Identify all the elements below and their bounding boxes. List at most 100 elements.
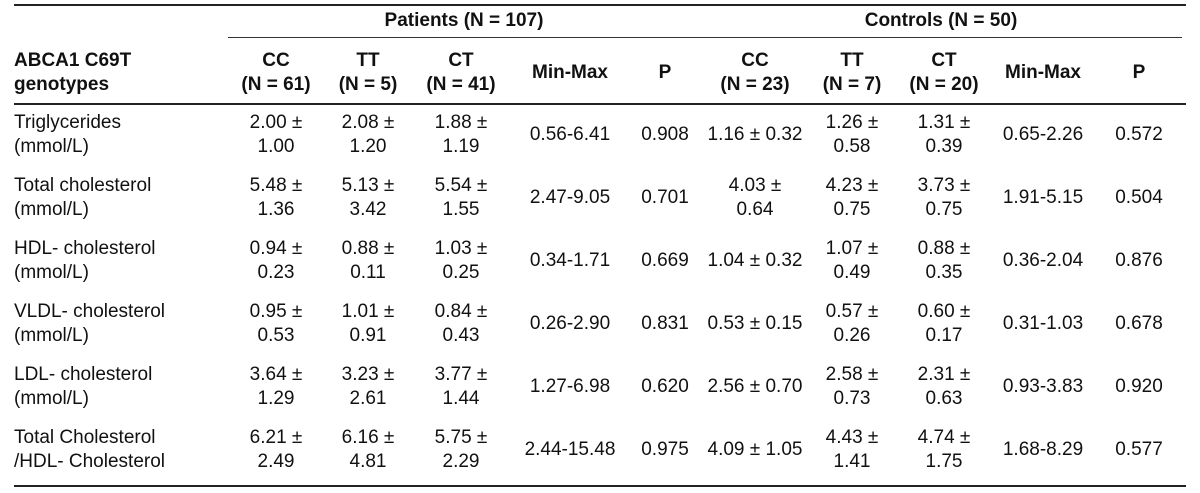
- column-header-controls-ct: CT (N = 20): [894, 42, 994, 103]
- table-row: Total cholesterol (mmol/L) 5.48 ±1.36 5.13 …: [14, 166, 1186, 229]
- cell-line: 0.620: [641, 375, 689, 397]
- row-label: Total cholesterol (mmol/L): [14, 166, 228, 229]
- cell-line: 1.91-5.15: [1002, 186, 1084, 208]
- cell-line: 0.53 ± 0.15: [707, 312, 803, 334]
- cell-line: 0.577: [1115, 438, 1163, 460]
- cell-line: 1.36: [257, 198, 295, 220]
- cell-line: 0.43: [442, 324, 480, 346]
- cell-line: 1.29: [257, 387, 295, 409]
- row-label-line: Total Cholesterol: [14, 426, 156, 448]
- table-cell: 1.27-6.98: [510, 355, 630, 418]
- row-label: VLDL- cholesterol (mmol/L): [14, 292, 228, 355]
- cell-line: 0.701: [641, 186, 689, 208]
- table-cell: 6.21 ±2.49: [228, 418, 324, 481]
- cell-line: 4.23 ±: [825, 174, 879, 196]
- header-rule: [14, 103, 1186, 105]
- column-header-patients-ct: CT (N = 41): [412, 42, 510, 103]
- table-cell: 5.13 ±3.42: [324, 166, 412, 229]
- table-cell: 0.31-1.03: [994, 292, 1092, 355]
- cell-line: 2.58 ±: [825, 363, 879, 385]
- cell-line: 0.95 ±: [249, 300, 303, 322]
- table-cell: 0.34-1.71: [510, 229, 630, 292]
- column-header-patients-cc: CC (N = 61): [228, 42, 324, 103]
- cell-line: 0.53: [257, 324, 295, 346]
- cell-line: 5.13 ±: [341, 174, 395, 196]
- row-label-line: /HDL- Cholesterol: [14, 450, 165, 472]
- table-cell: 1.16 ± 0.32: [700, 103, 810, 166]
- table-cell: 1.04 ± 0.32: [700, 229, 810, 292]
- table-cell: 4.09 ± 1.05: [700, 418, 810, 481]
- header-line: CC: [741, 49, 769, 71]
- table-cell: 4.23 ±0.75: [810, 166, 894, 229]
- cell-line: 1.07 ±: [825, 237, 879, 259]
- table-cell: 1.01 ±0.91: [324, 292, 412, 355]
- cell-line: 1.00: [257, 135, 295, 157]
- table-cell: 4.03 ±0.64: [700, 166, 810, 229]
- table-row: Triglycerides (mmol/L) 2.00 ±1.00 2.08 ±1.2…: [14, 103, 1186, 166]
- header-line: ABCA1 C69T: [14, 49, 132, 71]
- bottom-rule: [14, 485, 1186, 487]
- cell-line: 2.00 ±: [249, 111, 303, 133]
- cell-line: 4.81: [349, 450, 387, 472]
- header-line: (N = 23): [720, 73, 790, 95]
- table-cell: 0.669: [630, 229, 700, 292]
- row-label-line: (mmol/L): [14, 198, 89, 220]
- table-cell: 0.577: [1092, 418, 1186, 481]
- cell-line: 1.68-8.29: [1002, 438, 1084, 460]
- table-cell: 0.57 ±0.26: [810, 292, 894, 355]
- cell-line: 1.04 ± 0.32: [707, 249, 803, 271]
- row-label-line: Triglycerides: [14, 111, 121, 133]
- table-cell: 2.08 ±1.20: [324, 103, 412, 166]
- row-label-line: VLDL- cholesterol: [14, 300, 166, 322]
- column-header-controls-p: P: [1092, 42, 1186, 103]
- table-cell: 0.84 ±0.43: [412, 292, 510, 355]
- row-label: HDL- cholesterol (mmol/L): [14, 229, 228, 292]
- cell-line: 1.19: [442, 135, 480, 157]
- cell-line: 0.504: [1115, 186, 1163, 208]
- cell-line: 6.21 ±: [249, 426, 303, 448]
- table-cell: 0.678: [1092, 292, 1186, 355]
- cell-line: 0.75: [925, 198, 963, 220]
- cell-line: 0.49: [833, 261, 871, 283]
- header-line: CT: [931, 49, 957, 71]
- cell-line: 0.678: [1115, 312, 1163, 334]
- table-cell: 0.53 ± 0.15: [700, 292, 810, 355]
- table-cell: 2.00 ±1.00: [228, 103, 324, 166]
- row-label-line: Total cholesterol: [14, 174, 152, 196]
- table-cell: 0.88 ±0.35: [894, 229, 994, 292]
- cell-line: 0.572: [1115, 123, 1163, 145]
- cell-line: 1.20: [349, 135, 387, 157]
- cell-line: 0.73: [833, 387, 871, 409]
- header-line: (N = 20): [909, 73, 979, 95]
- table-cell: 2.47-9.05: [510, 166, 630, 229]
- table-cell: 0.65-2.26: [994, 103, 1092, 166]
- cell-line: 1.55: [442, 198, 480, 220]
- cell-line: 0.876: [1115, 249, 1163, 271]
- cell-line: 3.73 ±: [917, 174, 971, 196]
- column-header-row: ABCA1 C69T genotypes CC (N = 61) TT (N =…: [14, 42, 1186, 103]
- cell-line: 0.88 ±: [341, 237, 395, 259]
- cell-line: 0.669: [641, 249, 689, 271]
- table-cell: 0.831: [630, 292, 700, 355]
- table-cell: 1.68-8.29: [994, 418, 1092, 481]
- cell-line: 0.831: [641, 312, 689, 334]
- table-row: VLDL- cholesterol (mmol/L) 0.95 ±0.53 1.01 …: [14, 292, 1186, 355]
- cell-line: 0.35: [925, 261, 963, 283]
- cell-line: 3.23 ±: [341, 363, 395, 385]
- column-header-controls-tt: TT (N = 7): [810, 42, 894, 103]
- cell-line: 2.29: [442, 450, 480, 472]
- cell-line: 0.93-3.83: [1002, 375, 1084, 397]
- header-line: TT: [356, 49, 380, 71]
- patients-group-rule: [228, 37, 700, 38]
- table-cell: 3.64 ±1.29: [228, 355, 324, 418]
- table-row: LDL- cholesterol (mmol/L) 3.64 ±1.29 3.23 ±…: [14, 355, 1186, 418]
- cell-line: 0.25: [442, 261, 480, 283]
- table-cell: 1.07 ±0.49: [810, 229, 894, 292]
- cell-line: 5.54 ±: [434, 174, 488, 196]
- row-label-line: (mmol/L): [14, 135, 89, 157]
- top-rule: [14, 4, 1186, 6]
- column-header-patients-minmax: Min-Max: [510, 42, 630, 103]
- cell-line: 2.31 ±: [917, 363, 971, 385]
- table-cell: 1.91-5.15: [994, 166, 1092, 229]
- cell-line: 2.47-9.05: [529, 186, 611, 208]
